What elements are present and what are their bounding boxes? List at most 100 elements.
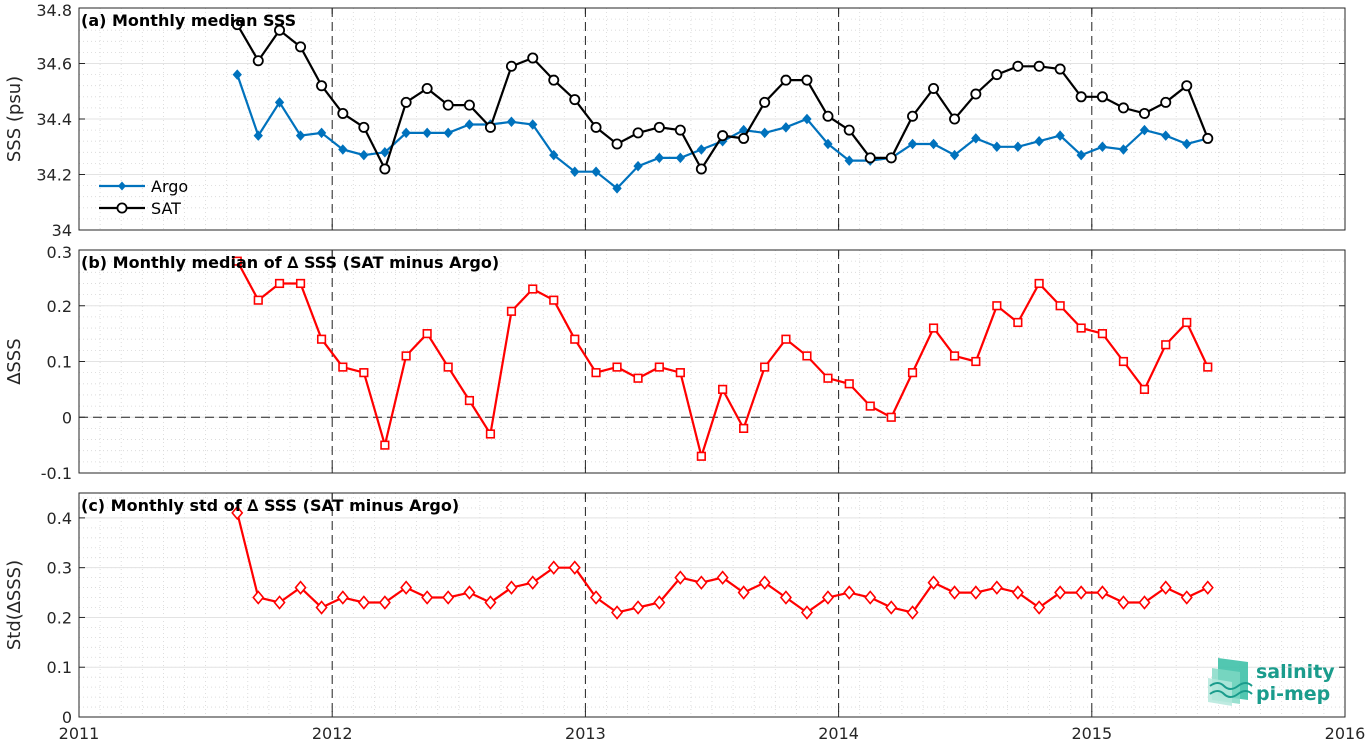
data-point: [633, 373, 643, 383]
data-point: [463, 585, 476, 600]
data-point: [358, 121, 370, 133]
y-tick-label: 34.8: [36, 1, 72, 20]
panel-title: (b) Monthly median of ∆ SSS (SAT minus A…: [81, 253, 499, 272]
legend-label: Argo: [151, 177, 188, 196]
data-point: [990, 580, 1003, 595]
data-point: [739, 423, 749, 434]
data-point: [675, 152, 686, 164]
data-point: [1075, 91, 1087, 103]
data-point: [442, 99, 454, 111]
data-point: [231, 505, 244, 521]
data-point: [590, 121, 602, 133]
y-tick-label: 0: [62, 708, 72, 727]
data-point: [1138, 595, 1151, 610]
data-point: [928, 82, 940, 94]
data-point: [948, 585, 961, 600]
legend-marker: [116, 202, 128, 214]
data-point: [695, 575, 708, 590]
data-point: [591, 166, 601, 177]
data-point: [443, 127, 453, 139]
data-point: [928, 323, 939, 333]
data-point: [231, 19, 243, 31]
data-point: [591, 368, 601, 378]
data-point: [1076, 149, 1086, 161]
data-point: [421, 82, 433, 94]
data-point: [738, 132, 750, 144]
y-tick-label: 34.6: [36, 55, 72, 74]
data-point: [505, 60, 517, 72]
data-point: [928, 138, 939, 150]
data-point: [1161, 340, 1171, 350]
data-point: [589, 590, 603, 605]
data-point: [315, 600, 328, 615]
data-point: [907, 368, 918, 378]
x-tick-label: 2014: [818, 724, 859, 743]
data-point: [969, 585, 982, 600]
data-point: [359, 368, 369, 378]
data-point: [927, 575, 940, 590]
data-point: [612, 183, 622, 194]
data-point: [1033, 60, 1045, 72]
x-tick-label: 2016: [1325, 724, 1366, 743]
data-point: [781, 122, 791, 133]
y-tick-label: 34: [52, 221, 72, 240]
data-point: [696, 144, 707, 155]
data-point: [611, 605, 624, 620]
panel-a: 34 34.2 34.4 34.6 34.8 SSS (psu) (a) Monthly m…: [4, 1, 1346, 240]
data-point: [253, 130, 263, 141]
data-point: [570, 166, 580, 177]
data-point: [549, 149, 559, 161]
data-point: [273, 595, 286, 610]
data-point: [1159, 580, 1172, 595]
data-point: [781, 334, 791, 344]
data-point: [1097, 329, 1108, 339]
data-point: [907, 110, 919, 122]
data-point: [907, 138, 918, 150]
y-tick-label: 0.3: [47, 243, 72, 262]
data-point: [865, 401, 875, 411]
data-point: [675, 368, 685, 378]
data-point: [780, 74, 792, 86]
data-point: [823, 138, 833, 150]
data-point: [252, 55, 264, 67]
y-axis-label: SSS (psu): [4, 76, 25, 162]
data-point: [758, 575, 771, 590]
y-axis-label: ∆SSS: [4, 338, 25, 385]
data-point: [885, 152, 897, 164]
data-point: [337, 107, 349, 119]
data-point: [485, 429, 496, 439]
data-point: [1160, 96, 1172, 108]
data-point: [992, 301, 1002, 311]
data-point: [674, 570, 687, 585]
data-point: [949, 351, 960, 361]
data-point: [401, 127, 411, 139]
data-point: [1013, 141, 1023, 153]
data-point: [506, 306, 517, 316]
data-point: [569, 94, 581, 106]
data-point: [528, 284, 538, 294]
x-tick-label: 2013: [565, 724, 606, 743]
data-point: [802, 113, 812, 125]
data-point: [653, 595, 666, 610]
data-point: [1096, 91, 1108, 103]
data-point: [295, 130, 306, 141]
salinity-pi-mep-logo: salinity pi-mep: [1208, 658, 1335, 706]
data-point: [274, 97, 285, 108]
data-point: [801, 74, 813, 86]
data-point: [1033, 600, 1046, 615]
data-point: [864, 590, 877, 605]
data-point: [822, 110, 834, 122]
data-point: [336, 590, 349, 605]
data-point: [252, 590, 265, 605]
data-point: [1011, 585, 1024, 600]
data-point: [971, 133, 981, 144]
data-point: [359, 149, 369, 161]
data-point: [821, 590, 835, 605]
data-point: [1096, 585, 1109, 600]
data-point: [759, 96, 771, 108]
data-point: [906, 605, 919, 620]
data-point: [274, 278, 285, 289]
data-point: [759, 127, 770, 139]
data-point: [800, 605, 813, 620]
data-point: [232, 256, 242, 266]
